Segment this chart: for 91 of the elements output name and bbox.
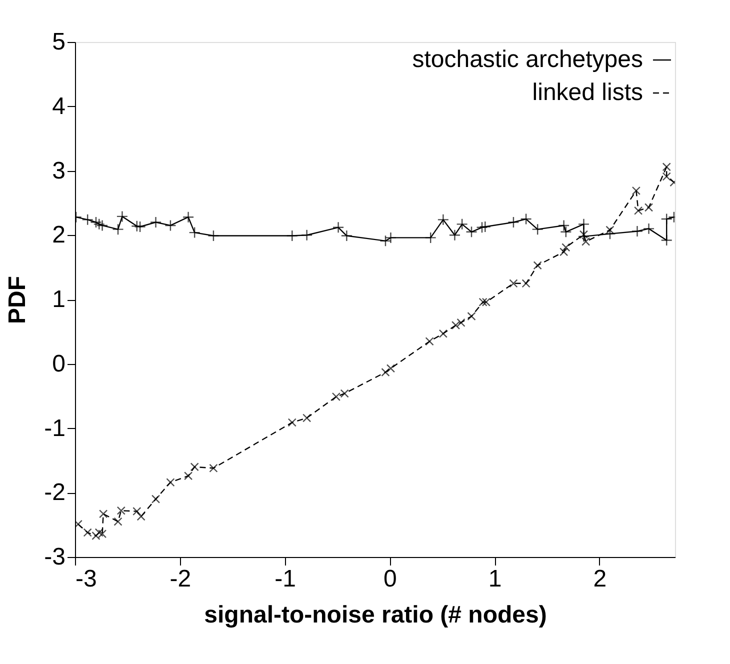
- point: [482, 298, 490, 306]
- point: [631, 225, 644, 238]
- point: [386, 364, 396, 373]
- point: [340, 230, 353, 242]
- point: [634, 206, 643, 215]
- point: [132, 506, 142, 516]
- point: [578, 218, 590, 230]
- point: [604, 228, 616, 240]
- point: [302, 414, 312, 422]
- y-tick-label: 2: [52, 222, 66, 249]
- point: [660, 213, 672, 225]
- point: [456, 218, 468, 230]
- point: [632, 186, 640, 196]
- point: [208, 230, 220, 242]
- y-tick-label: 3: [52, 157, 66, 184]
- x-tick-label: -1: [274, 566, 296, 592]
- point: [425, 337, 434, 346]
- point: [467, 312, 476, 321]
- point: [522, 279, 530, 288]
- point: [660, 234, 672, 246]
- point: [332, 222, 344, 234]
- point: [644, 203, 654, 212]
- x-axis-title: signal-to-noise ratio (# nodes): [204, 602, 547, 628]
- point: [340, 389, 349, 398]
- point: [94, 528, 104, 537]
- point: [476, 222, 488, 234]
- point: [83, 528, 92, 537]
- point: [116, 506, 126, 515]
- point: [332, 392, 340, 402]
- point: [451, 320, 460, 330]
- point: [188, 226, 200, 238]
- y-tick-label: 1: [52, 286, 66, 313]
- point: [508, 216, 520, 228]
- point: [93, 218, 105, 230]
- point: [456, 318, 466, 327]
- y-tick-label: -3: [44, 544, 66, 570]
- point: [99, 510, 108, 518]
- point: [384, 232, 397, 244]
- point: [532, 223, 544, 236]
- x-tick-label: -3: [76, 566, 97, 592]
- point: [560, 248, 568, 256]
- point: [182, 211, 194, 223]
- point: [166, 478, 175, 487]
- point: [424, 232, 436, 244]
- y-tick-label: 0: [52, 350, 66, 378]
- x-tick-label: 1: [488, 566, 502, 592]
- point: [190, 462, 199, 472]
- x-tick-label: -2: [170, 566, 192, 592]
- point: [286, 230, 298, 242]
- point: [151, 494, 160, 504]
- point: [116, 210, 128, 222]
- y-axis-title: PDF: [4, 276, 32, 324]
- point: [150, 216, 162, 228]
- x-tick-label: 0: [384, 566, 397, 592]
- point: [466, 226, 478, 238]
- point: [114, 517, 122, 526]
- point: [381, 368, 390, 377]
- point: [520, 213, 532, 225]
- point: [448, 229, 461, 241]
- point: [82, 214, 94, 226]
- point: [380, 235, 392, 247]
- point: [560, 226, 572, 238]
- y-tick-label: -1: [44, 414, 66, 442]
- x-tick-label: 2: [593, 566, 607, 592]
- point: [562, 243, 570, 252]
- point: [558, 220, 570, 232]
- y-tick-label: -2: [44, 479, 66, 506]
- point: [184, 472, 193, 480]
- point: [209, 464, 218, 472]
- point: [509, 279, 518, 288]
- point: [288, 418, 296, 427]
- point: [642, 222, 655, 235]
- point: [578, 230, 590, 242]
- y-tick-label: 4: [52, 92, 66, 120]
- point: [75, 520, 82, 528]
- point: [92, 531, 100, 540]
- point: [533, 261, 542, 270]
- point: [131, 220, 143, 232]
- point: [134, 220, 146, 233]
- point: [164, 220, 176, 232]
- point: [112, 223, 124, 236]
- point: [300, 229, 313, 241]
- point: [98, 530, 107, 538]
- point: [478, 298, 488, 306]
- point: [479, 220, 491, 233]
- y-tick-label: 5: [52, 28, 66, 56]
- point: [438, 329, 448, 338]
- point: [437, 214, 450, 226]
- legend-label: stochastic archetypes: [412, 46, 643, 73]
- point: [136, 512, 146, 521]
- legend-label: linked lists: [532, 79, 643, 106]
